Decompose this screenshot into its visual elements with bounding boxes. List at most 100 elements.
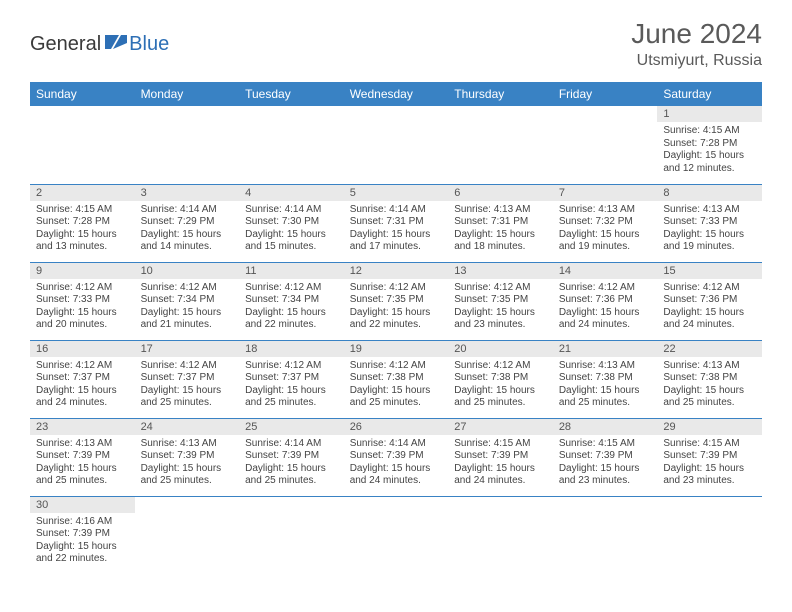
daylight-line: Daylight: 15 hours and 25 minutes. — [559, 385, 652, 410]
day-details: Sunrise: 4:14 AMSunset: 7:29 PMDaylight:… — [135, 201, 240, 258]
day-number: 18 — [239, 341, 344, 357]
calendar-cell — [448, 496, 553, 574]
day-details: Sunrise: 4:13 AMSunset: 7:39 PMDaylight:… — [135, 435, 240, 492]
day-details: Sunrise: 4:13 AMSunset: 7:38 PMDaylight:… — [657, 357, 762, 414]
sunrise-line: Sunrise: 4:12 AM — [454, 360, 547, 373]
sunset-line: Sunset: 7:39 PM — [36, 528, 129, 541]
calendar-cell: 11Sunrise: 4:12 AMSunset: 7:34 PMDayligh… — [239, 262, 344, 340]
daylight-line: Daylight: 15 hours and 22 minutes. — [350, 307, 443, 332]
sunset-line: Sunset: 7:31 PM — [454, 216, 547, 229]
sunrise-line: Sunrise: 4:14 AM — [141, 204, 234, 217]
calendar-cell: 13Sunrise: 4:12 AMSunset: 7:35 PMDayligh… — [448, 262, 553, 340]
calendar-cell — [344, 496, 449, 574]
calendar-cell: 16Sunrise: 4:12 AMSunset: 7:37 PMDayligh… — [30, 340, 135, 418]
day-number: 17 — [135, 341, 240, 357]
day-details: Sunrise: 4:13 AMSunset: 7:31 PMDaylight:… — [448, 201, 553, 258]
daylight-line: Daylight: 15 hours and 19 minutes. — [663, 229, 756, 254]
sunrise-line: Sunrise: 4:13 AM — [663, 360, 756, 373]
daylight-line: Daylight: 15 hours and 22 minutes. — [245, 307, 338, 332]
sunrise-line: Sunrise: 4:15 AM — [663, 125, 756, 138]
day-details: Sunrise: 4:13 AMSunset: 7:38 PMDaylight:… — [553, 357, 658, 414]
day-details: Sunrise: 4:15 AMSunset: 7:39 PMDaylight:… — [657, 435, 762, 492]
day-details: Sunrise: 4:12 AMSunset: 7:37 PMDaylight:… — [135, 357, 240, 414]
day-number: 22 — [657, 341, 762, 357]
day-details: Sunrise: 4:12 AMSunset: 7:35 PMDaylight:… — [448, 279, 553, 336]
day-details: Sunrise: 4:12 AMSunset: 7:35 PMDaylight:… — [344, 279, 449, 336]
page-header: General Blue June 2024 Utsmiyurt, Russia — [0, 0, 792, 76]
brand-logo: General Blue — [30, 33, 169, 56]
sunset-line: Sunset: 7:39 PM — [245, 450, 338, 463]
sunrise-line: Sunrise: 4:12 AM — [350, 282, 443, 295]
daylight-line: Daylight: 15 hours and 25 minutes. — [454, 385, 547, 410]
day-number: 9 — [30, 263, 135, 279]
calendar-cell — [344, 106, 449, 184]
calendar-cell: 2Sunrise: 4:15 AMSunset: 7:28 PMDaylight… — [30, 184, 135, 262]
location-label: Utsmiyurt, Russia — [631, 52, 762, 70]
calendar-cell — [30, 106, 135, 184]
weekday-header: Monday — [135, 82, 240, 106]
sunset-line: Sunset: 7:37 PM — [245, 372, 338, 385]
calendar-body: 1Sunrise: 4:15 AMSunset: 7:28 PMDaylight… — [30, 106, 762, 574]
daylight-line: Daylight: 15 hours and 25 minutes. — [141, 463, 234, 488]
weekday-row: SundayMondayTuesdayWednesdayThursdayFrid… — [30, 82, 762, 106]
day-details: Sunrise: 4:12 AMSunset: 7:36 PMDaylight:… — [657, 279, 762, 336]
sunset-line: Sunset: 7:36 PM — [559, 294, 652, 307]
day-number: 3 — [135, 185, 240, 201]
calendar-cell: 21Sunrise: 4:13 AMSunset: 7:38 PMDayligh… — [553, 340, 658, 418]
sunset-line: Sunset: 7:38 PM — [559, 372, 652, 385]
calendar-cell: 24Sunrise: 4:13 AMSunset: 7:39 PMDayligh… — [135, 418, 240, 496]
day-details: Sunrise: 4:12 AMSunset: 7:38 PMDaylight:… — [344, 357, 449, 414]
day-details: Sunrise: 4:13 AMSunset: 7:32 PMDaylight:… — [553, 201, 658, 258]
sunrise-line: Sunrise: 4:14 AM — [350, 204, 443, 217]
day-details: Sunrise: 4:15 AMSunset: 7:39 PMDaylight:… — [448, 435, 553, 492]
calendar-row: 1Sunrise: 4:15 AMSunset: 7:28 PMDaylight… — [30, 106, 762, 184]
calendar-cell: 28Sunrise: 4:15 AMSunset: 7:39 PMDayligh… — [553, 418, 658, 496]
sunset-line: Sunset: 7:35 PM — [454, 294, 547, 307]
sunrise-line: Sunrise: 4:12 AM — [245, 360, 338, 373]
day-number: 16 — [30, 341, 135, 357]
sunset-line: Sunset: 7:28 PM — [36, 216, 129, 229]
calendar-cell — [239, 496, 344, 574]
daylight-line: Daylight: 15 hours and 14 minutes. — [141, 229, 234, 254]
daylight-line: Daylight: 15 hours and 25 minutes. — [245, 463, 338, 488]
sunrise-line: Sunrise: 4:14 AM — [245, 438, 338, 451]
sunrise-line: Sunrise: 4:15 AM — [663, 438, 756, 451]
day-number: 19 — [344, 341, 449, 357]
sunrise-line: Sunrise: 4:13 AM — [36, 438, 129, 451]
calendar-cell: 29Sunrise: 4:15 AMSunset: 7:39 PMDayligh… — [657, 418, 762, 496]
calendar-cell: 6Sunrise: 4:13 AMSunset: 7:31 PMDaylight… — [448, 184, 553, 262]
sunset-line: Sunset: 7:37 PM — [141, 372, 234, 385]
daylight-line: Daylight: 15 hours and 23 minutes. — [454, 307, 547, 332]
calendar-row: 9Sunrise: 4:12 AMSunset: 7:33 PMDaylight… — [30, 262, 762, 340]
daylight-line: Daylight: 15 hours and 22 minutes. — [36, 541, 129, 566]
sunrise-line: Sunrise: 4:12 AM — [559, 282, 652, 295]
sunrise-line: Sunrise: 4:13 AM — [559, 360, 652, 373]
calendar-cell — [448, 106, 553, 184]
calendar-cell: 3Sunrise: 4:14 AMSunset: 7:29 PMDaylight… — [135, 184, 240, 262]
day-number: 24 — [135, 419, 240, 435]
title-block: June 2024 Utsmiyurt, Russia — [631, 18, 762, 70]
calendar-row: 2Sunrise: 4:15 AMSunset: 7:28 PMDaylight… — [30, 184, 762, 262]
day-number: 6 — [448, 185, 553, 201]
sunset-line: Sunset: 7:30 PM — [245, 216, 338, 229]
sunrise-line: Sunrise: 4:12 AM — [245, 282, 338, 295]
sunset-line: Sunset: 7:39 PM — [663, 450, 756, 463]
calendar-cell: 25Sunrise: 4:14 AMSunset: 7:39 PMDayligh… — [239, 418, 344, 496]
sunrise-line: Sunrise: 4:15 AM — [36, 204, 129, 217]
calendar-cell: 19Sunrise: 4:12 AMSunset: 7:38 PMDayligh… — [344, 340, 449, 418]
calendar-cell: 20Sunrise: 4:12 AMSunset: 7:38 PMDayligh… — [448, 340, 553, 418]
weekday-header: Saturday — [657, 82, 762, 106]
calendar-cell — [239, 106, 344, 184]
day-number: 21 — [553, 341, 658, 357]
weekday-header: Sunday — [30, 82, 135, 106]
calendar-cell: 27Sunrise: 4:15 AMSunset: 7:39 PMDayligh… — [448, 418, 553, 496]
brand-text-1: General — [30, 33, 101, 56]
weekday-header: Wednesday — [344, 82, 449, 106]
sunset-line: Sunset: 7:39 PM — [141, 450, 234, 463]
daylight-line: Daylight: 15 hours and 24 minutes. — [350, 463, 443, 488]
day-number: 5 — [344, 185, 449, 201]
calendar-cell — [553, 496, 658, 574]
day-number: 8 — [657, 185, 762, 201]
day-details: Sunrise: 4:15 AMSunset: 7:28 PMDaylight:… — [30, 201, 135, 258]
sunrise-line: Sunrise: 4:13 AM — [663, 204, 756, 217]
